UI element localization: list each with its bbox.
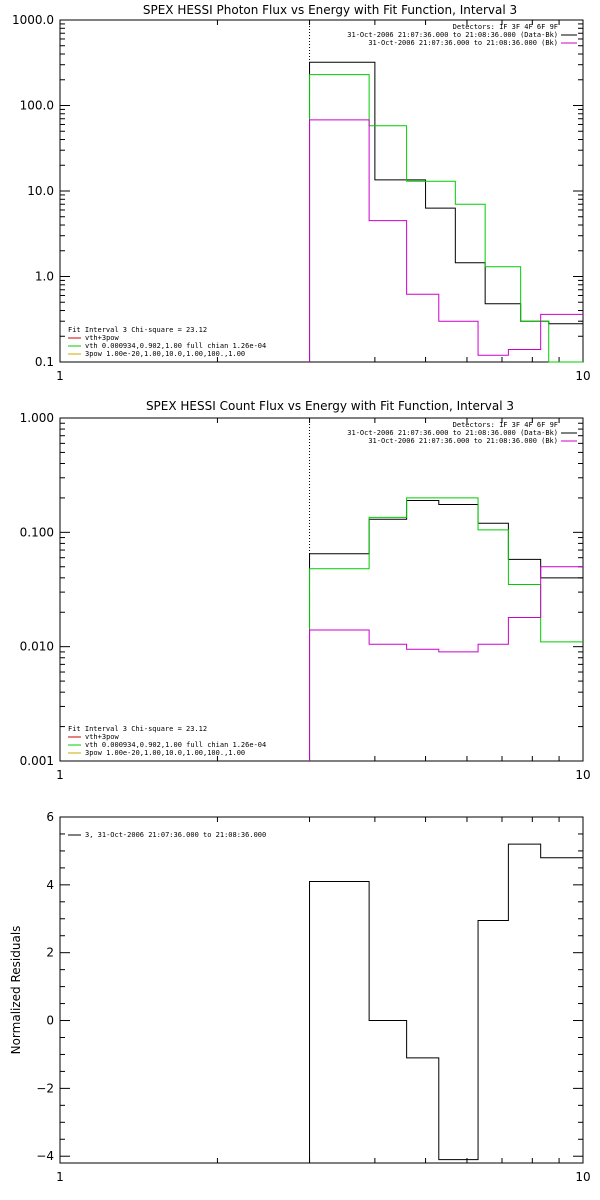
legend-left-entry: vth+3pow <box>85 733 120 741</box>
legend-right-entry: Detectors: 1F 3F 4F 6F 9F <box>453 23 558 31</box>
legend-left-entry: vth+3pow <box>85 334 120 342</box>
legend-right-entry: 31-Oct-2006 21:07:36.000 to 21:08:36.000… <box>368 437 558 445</box>
y-tick-label: 4 <box>46 878 54 892</box>
series-line-bk <box>309 566 583 761</box>
residuals-legend-left: 3, 31-Oct-2006 21:07:36.000 to 21:08:36.… <box>68 831 266 839</box>
y-tick-label: −4 <box>36 1149 54 1163</box>
residuals-ticks: 1 10 −4 −2 0 2 4 6 <box>36 810 590 1184</box>
count-flux-ticks: 1 10 0.001 0.010 0.100 1.000 <box>20 411 591 782</box>
series-line-data-bk <box>309 499 583 761</box>
series-line-vth-3pow <box>309 497 583 761</box>
legend-left-entry: Fit Interval 3 Chi-square = 23.12 <box>68 326 207 334</box>
photon-flux-legend-left: Fit Interval 3 Chi-square = 23.12vth+3po… <box>68 326 266 358</box>
legend-left-entry: 3, 31-Oct-2006 21:07:36.000 to 21:08:36.… <box>85 831 266 839</box>
y-tick-label: 0.1 <box>35 355 54 369</box>
y-tick-label: 0.001 <box>20 754 54 768</box>
y-tick-label: 0.010 <box>20 640 54 654</box>
count-flux-series <box>309 418 583 761</box>
count-flux-title: SPEX HESSI Count Flux vs Energy with Fit… <box>146 399 514 413</box>
y-tick-label: 1000.0 <box>12 13 54 27</box>
residuals-y-axis-label: Normalized Residuals <box>9 926 23 1055</box>
y-tick-label: 6 <box>46 810 54 824</box>
residuals-series <box>309 843 583 1163</box>
y-tick-label: 0 <box>46 1014 54 1028</box>
residuals-plot-frame <box>59 816 584 1164</box>
legend-left-entry: vth 0.000934,0.902,1.00 full chian 1.26e… <box>85 741 266 749</box>
series-line-data-bk <box>309 61 583 362</box>
count-flux-panel: SPEX HESSI Count Flux vs Energy with Fit… <box>20 399 591 782</box>
photon-flux-plot-frame <box>59 19 584 363</box>
photon-flux-series <box>309 20 583 363</box>
y-tick-label: −2 <box>36 1081 54 1095</box>
x-tick-label: 1 <box>56 1170 64 1184</box>
legend-right-entry: 31-Oct-2006 21:07:36.000 to 21:08:36.000… <box>347 31 558 39</box>
series-line-3-31-oct-2006-21-07-36-000-to-21-08-36-000 <box>309 843 583 1163</box>
legend-right-entry: 31-Oct-2006 21:07:36.000 to 21:08:36.000… <box>347 429 558 437</box>
photon-flux-panel: SPEX HESSI Photon Flux vs Energy with Fi… <box>12 3 591 383</box>
y-tick-label: 10.0 <box>27 184 54 198</box>
photon-flux-ticks: 1 10 0.1 1.0 10.0 100.0 1000.0 <box>12 13 591 383</box>
x-tick-label: 1 <box>56 369 64 383</box>
y-tick-label: 100.0 <box>20 99 54 113</box>
x-tick-label: 1 <box>56 768 64 782</box>
legend-left-entry: Fit Interval 3 Chi-square = 23.12 <box>68 725 207 733</box>
x-tick-label: 10 <box>575 768 590 782</box>
legend-left-entry: 3pow 1.00e-20,1.00,10.0,1.00,100.,1.00 <box>85 350 245 358</box>
series-line-vth-3pow <box>309 74 583 363</box>
legend-right-entry: Detectors: 1F 3F 4F 6F 9F <box>453 421 558 429</box>
series-line-bk <box>309 119 583 362</box>
x-tick-label: 10 <box>575 1170 590 1184</box>
legend-left-entry: 3pow 1.00e-20,1.00,10.0,1.00,100.,1.00 <box>85 749 245 757</box>
legend-right-entry: 31-Oct-2006 21:07:36.000 to 21:08:36.000… <box>368 39 558 47</box>
legend-left-entry: vth 0.000934,0.902,1.00 full chian 1.26e… <box>85 342 266 350</box>
residuals-panel: Normalized Residuals 1 10 −4 −2 0 2 4 6 3, 31-O… <box>9 810 591 1184</box>
count-flux-legend-left: Fit Interval 3 Chi-square = 23.12vth+3po… <box>68 725 266 757</box>
y-tick-label: 0.100 <box>20 525 54 539</box>
photon-flux-title: SPEX HESSI Photon Flux vs Energy with Fi… <box>143 3 517 17</box>
y-tick-label: 1.000 <box>20 411 54 425</box>
y-tick-label: 1.0 <box>35 270 54 284</box>
count-flux-plot-frame <box>59 417 584 762</box>
y-tick-label: 2 <box>46 946 54 960</box>
x-tick-label: 10 <box>575 369 590 383</box>
